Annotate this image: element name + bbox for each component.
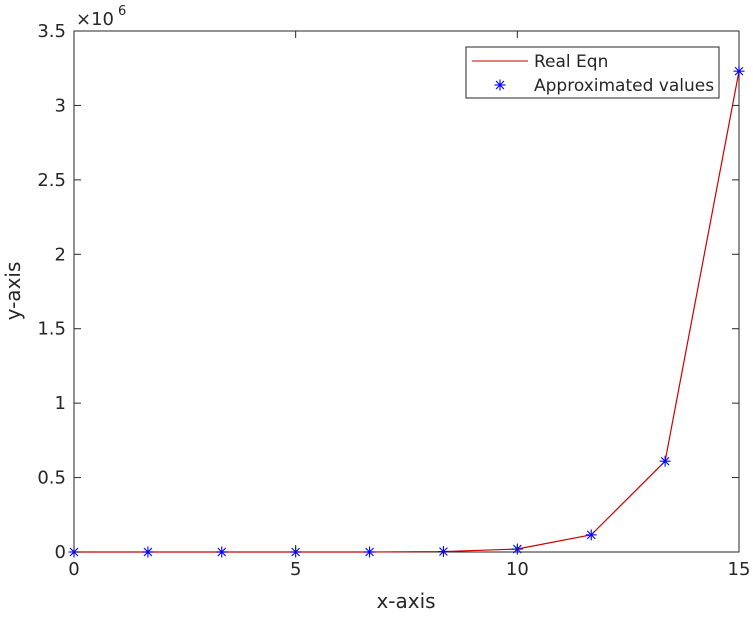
legend-marker-sample — [494, 79, 506, 91]
x-tick-label: 15 — [728, 559, 751, 580]
y-exponent-label: ×10 6 — [76, 4, 126, 30]
y-tick-label: 2 — [55, 244, 66, 265]
legend-asterisk-icon — [494, 79, 506, 91]
legend-label-real-eqn: Real Eqn — [534, 52, 608, 72]
y-tick-label: 2.5 — [37, 170, 66, 191]
data-point-approximated — [437, 546, 449, 558]
data-point-approximated — [659, 455, 671, 467]
legend-box — [465, 46, 720, 99]
series-line-real-eqn — [74, 71, 740, 553]
legend: Real Eqn Approximated values — [465, 46, 720, 99]
x-axis-label: x-axis — [376, 589, 435, 613]
x-tick-label: 0 — [68, 559, 79, 580]
y-axis-label: y-axis — [1, 262, 25, 321]
data-point-approximated — [142, 546, 154, 558]
y-tick-label: 1.5 — [37, 319, 66, 340]
data-point-approximated — [364, 546, 376, 558]
data-layer — [68, 65, 745, 558]
axes-layer: 0 5 10 15 0 0.5 1 1.5 2 2.5 3 3.5 — [37, 21, 750, 580]
legend-label-approximated-values: Approximated values — [534, 76, 714, 96]
y-tick-label: 1 — [55, 393, 66, 414]
data-point-approximated — [733, 65, 745, 77]
x-tick-label: 10 — [506, 559, 529, 580]
y-exponent-base: ×10 — [76, 9, 114, 30]
y-tick-label: 0 — [55, 542, 66, 563]
plot-area — [73, 30, 740, 553]
y-tick-label: 3 — [55, 95, 66, 116]
y-tick-label: 0.5 — [37, 468, 66, 489]
y-tick-label: 3.5 — [37, 21, 66, 42]
data-point-approximated — [585, 529, 597, 541]
data-point-approximated — [216, 546, 228, 558]
y-exponent-power: 6 — [118, 4, 126, 19]
x-tick-label: 5 — [290, 559, 301, 580]
